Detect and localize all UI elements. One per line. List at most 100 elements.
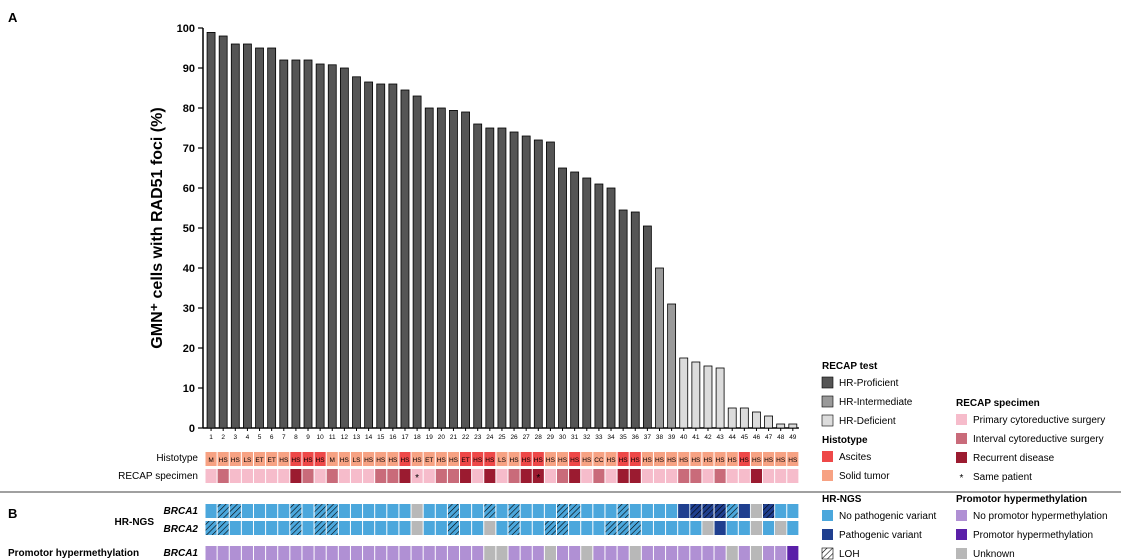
x-tick-label-38: 38	[656, 434, 664, 441]
specimen-cell-41	[690, 469, 702, 483]
row-label-methyl-gene: BRCA1	[164, 548, 199, 559]
specimen-legend-swatch-2	[956, 452, 967, 463]
x-tick-label-18: 18	[413, 434, 421, 441]
bar-28	[533, 139, 543, 429]
bar-18	[412, 95, 422, 429]
histotype-label-16: HS	[388, 457, 398, 464]
brca2-cell-5	[253, 521, 266, 535]
brca2-loh-29	[544, 521, 556, 535]
specimen-cell-1	[205, 469, 217, 483]
bar-48	[776, 423, 786, 429]
recap-test-legend-swatch-1	[821, 395, 834, 408]
brca2-cell-18	[411, 521, 423, 535]
x-tick-label-7: 7	[282, 434, 286, 441]
x-tick-label-40: 40	[680, 434, 688, 441]
brca2-cell-9	[302, 521, 314, 535]
methyl-cell-29	[544, 546, 556, 560]
x-tick-label-5: 5	[258, 434, 262, 441]
methyl-legend-item-2: Unknown	[973, 549, 1015, 560]
specimen-cell-14	[363, 469, 375, 483]
x-tick-label-36: 36	[632, 434, 640, 441]
y-tick-label-0: 0	[189, 423, 195, 435]
methyl-cell-8	[290, 546, 302, 560]
hrngs-legend-swatch-0	[822, 510, 833, 521]
histotype-label-9: HS	[304, 457, 314, 464]
histotype-cell-9	[302, 452, 314, 466]
recap-test-legend-item-2: HR-Deficient	[839, 416, 896, 427]
y-tick-label-30: 30	[183, 303, 195, 315]
bar-13	[352, 76, 361, 429]
x-tick-label-28: 28	[535, 434, 543, 441]
histotype-label-23: HS	[473, 457, 483, 464]
bar-11	[327, 64, 337, 429]
methyl-legend-swatch-2	[956, 548, 967, 559]
histotype-label-4: LS	[243, 457, 252, 464]
y-tick-label-70: 70	[183, 143, 195, 155]
methyl-legend-swatch-1	[956, 529, 967, 540]
brca1-path-loh-41	[690, 504, 702, 518]
histotype-label-32: HS	[582, 457, 592, 464]
methyl-cell-32	[581, 546, 593, 560]
bar-31	[570, 171, 580, 429]
brca1-loh-24	[484, 504, 496, 518]
specimen-cell-9	[302, 469, 314, 483]
x-tick-label-16: 16	[389, 434, 397, 441]
brca2-cell-44	[726, 521, 738, 535]
brca2-cell-41	[690, 521, 702, 535]
bar-39	[667, 303, 677, 429]
x-tick-label-37: 37	[644, 434, 652, 441]
y-tick-label-10: 10	[183, 383, 195, 395]
specimen-cell-33	[593, 469, 605, 483]
histotype-cell-11	[326, 452, 338, 466]
bar-1	[206, 32, 216, 429]
brca1-cell-37	[641, 504, 653, 518]
methyl-cell-27	[520, 546, 532, 560]
histotype-cell-31	[569, 452, 581, 466]
specimen-cell-48	[775, 469, 787, 483]
histotype-cell-30	[556, 452, 569, 466]
specimen-cell-7	[278, 469, 290, 483]
bar-10	[315, 63, 325, 429]
methyl-cell-30	[556, 546, 569, 560]
brca2-loh-35	[617, 521, 629, 535]
bar-12	[339, 67, 349, 429]
y-tick-label-80: 80	[183, 103, 195, 115]
methyl-cell-43	[714, 546, 726, 560]
brca2-cell-17	[399, 521, 411, 535]
x-tick-label-4: 4	[246, 434, 250, 441]
specimen-cell-12	[338, 469, 350, 483]
methyl-legend-item-1: Promotor hypermethylation	[973, 530, 1093, 541]
x-tick-label-29: 29	[547, 434, 555, 441]
histotype-label-10: HS	[316, 457, 326, 464]
x-tick-label-20: 20	[438, 434, 446, 441]
bar-5	[255, 47, 264, 429]
methyl-cell-24	[484, 546, 496, 560]
brca2-cell-27	[520, 521, 532, 535]
specimen-cell-24	[484, 469, 496, 483]
histotype-cell-13	[350, 452, 363, 466]
row-label-methyl: Promotor hypermethylation	[8, 548, 139, 559]
specimen-cell-30	[556, 469, 569, 483]
bar-20	[436, 107, 446, 429]
bar-47	[764, 415, 773, 429]
histotype-label-1: M	[208, 457, 213, 464]
histotype-label-3: HS	[231, 457, 241, 464]
histotype-cell-39	[666, 452, 678, 466]
x-tick-label-6: 6	[270, 434, 274, 441]
histotype-cell-46	[750, 452, 763, 466]
histotype-cell-38	[653, 452, 666, 466]
brca1-cell-49	[787, 504, 799, 518]
brca1-cell-29	[544, 504, 556, 518]
hrngs-legend-swatch-1	[822, 529, 833, 540]
specimen-cell-10	[314, 469, 326, 483]
specimen-cell-19	[423, 469, 435, 483]
histotype-label-11: M	[330, 457, 335, 464]
histotype-cell-10	[314, 452, 326, 466]
recap-test-legend-swatch-2	[821, 414, 834, 427]
histotype-label-41: HS	[691, 457, 701, 464]
methyl-legend-title: Promotor hypermethylation	[956, 494, 1087, 505]
histotype-label-44: HS	[728, 457, 738, 464]
specimen-cell-35	[617, 469, 629, 483]
specimen-cell-42	[702, 469, 714, 483]
